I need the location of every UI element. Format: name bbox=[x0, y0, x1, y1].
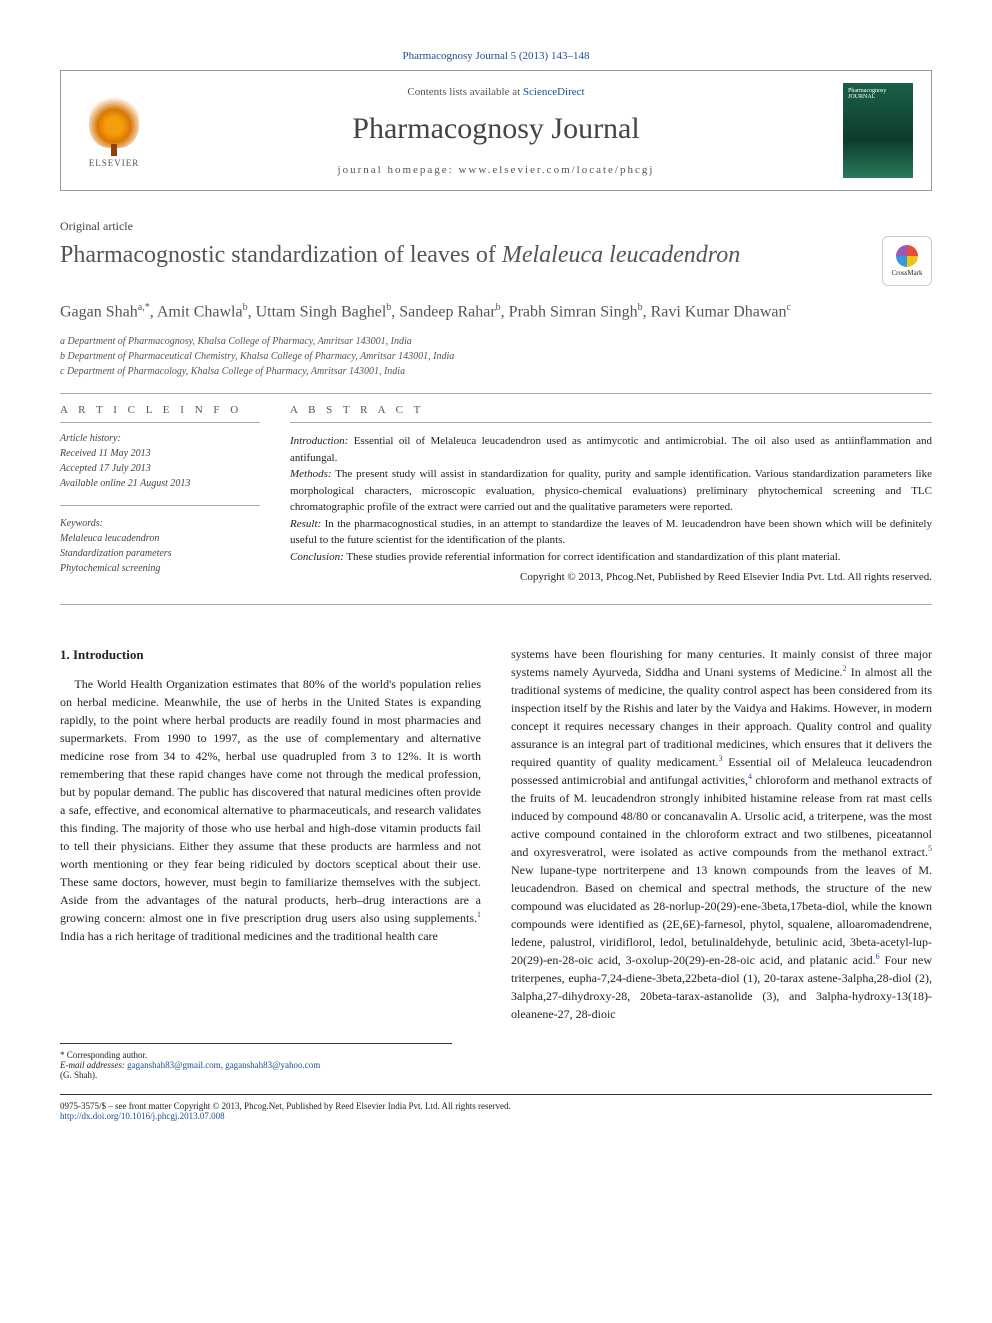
affiliation-a: a Department of Pharmacognosy, Khalsa Co… bbox=[60, 334, 932, 349]
crossmark-icon bbox=[896, 245, 918, 267]
accepted-date: Accepted 17 July 2013 bbox=[60, 461, 260, 476]
body-column-left: 1. Introduction The World Health Organiz… bbox=[60, 645, 481, 1023]
bottom-bar: 0975-3575/$ – see front matter Copyright… bbox=[60, 1094, 932, 1121]
author-6-aff: c bbox=[787, 302, 791, 313]
homepage-prefix: journal homepage: bbox=[338, 164, 459, 176]
title-species: Melaleuca leucadendron bbox=[502, 242, 740, 268]
crossmark-label: CrossMark bbox=[891, 269, 922, 277]
elsevier-tree-icon bbox=[89, 93, 139, 148]
intro-paragraph-1: The World Health Organization estimates … bbox=[60, 675, 481, 945]
corresponding-author: * Corresponding author. bbox=[60, 1050, 452, 1060]
history-label: Article history: bbox=[60, 431, 260, 446]
ref-1[interactable]: 1 bbox=[477, 910, 481, 919]
affiliation-c: c Department of Pharmacology, Khalsa Col… bbox=[60, 364, 932, 379]
keywords-label: Keywords: bbox=[60, 516, 260, 531]
p2e: New lupane-type nortriterpene and 13 kno… bbox=[511, 863, 932, 967]
abs-methods-label: Methods: bbox=[290, 468, 332, 480]
doi-link[interactable]: http://dx.doi.org/10.1016/j.phcgj.2013.0… bbox=[60, 1111, 225, 1121]
abstract-column: A B S T R A C T Introduction: Essential … bbox=[290, 404, 932, 590]
title-row: Pharmacognostic standardization of leave… bbox=[60, 240, 932, 286]
abs-methods: The present study will assist in standar… bbox=[290, 468, 932, 513]
abs-conclusion-label: Conclusion: bbox=[290, 551, 344, 563]
journal-cover-thumbnail[interactable]: Pharmacognosy JOURNAL bbox=[843, 83, 913, 178]
contents-prefix: Contents lists available at bbox=[407, 86, 522, 98]
abstract-text: Introduction: Essential oil of Melaleuca… bbox=[290, 433, 932, 565]
keyword-1: Melaleuca leucadendron bbox=[60, 531, 260, 546]
abs-result-label: Result: bbox=[290, 518, 321, 530]
sciencedirect-link[interactable]: ScienceDirect bbox=[523, 86, 585, 98]
received-date: Received 11 May 2013 bbox=[60, 446, 260, 461]
footnotes: * Corresponding author. E-mail addresses… bbox=[60, 1043, 452, 1080]
abs-result: In the pharmacognostical studies, in an … bbox=[290, 518, 932, 547]
header-center: Contents lists available at ScienceDirec… bbox=[169, 86, 823, 176]
p1-text: The World Health Organization estimates … bbox=[60, 677, 481, 925]
keyword-2: Standardization parameters bbox=[60, 546, 260, 561]
email-1[interactable]: gaganshah83@gmail.com bbox=[127, 1060, 221, 1070]
affiliations: a Department of Pharmacognosy, Khalsa Co… bbox=[60, 334, 932, 379]
article-history: Article history: Received 11 May 2013 Ac… bbox=[60, 431, 260, 491]
page-container: Pharmacognosy Journal 5 (2013) 143–148 E… bbox=[0, 0, 992, 1171]
author-6: , Ravi Kumar Dhawan bbox=[643, 303, 787, 320]
p1-tail: India has a rich heritage of traditional… bbox=[60, 929, 438, 943]
contents-line: Contents lists available at ScienceDirec… bbox=[169, 86, 823, 98]
info-abstract-row: A R T I C L E I N F O Article history: R… bbox=[60, 404, 932, 590]
abs-intro: Essential oil of Melaleuca leucadendron … bbox=[290, 435, 932, 464]
body-column-right: systems have been flourishing for many c… bbox=[511, 645, 932, 1023]
elsevier-label: ELSEVIER bbox=[89, 158, 140, 168]
intro-paragraph-2: systems have been flourishing for many c… bbox=[511, 645, 932, 1023]
title-plain: Pharmacognostic standardization of leave… bbox=[60, 242, 502, 268]
online-date: Available online 21 August 2013 bbox=[60, 476, 260, 491]
keyword-3: Phytochemical screening bbox=[60, 561, 260, 576]
article-info-column: A R T I C L E I N F O Article history: R… bbox=[60, 404, 260, 590]
divider-2 bbox=[60, 604, 932, 605]
body-columns: 1. Introduction The World Health Organiz… bbox=[60, 645, 932, 1023]
homepage-line: journal homepage: www.elsevier.com/locat… bbox=[169, 164, 823, 176]
journal-name: Pharmacognosy Journal bbox=[169, 112, 823, 146]
author-5: , Prabh Simran Singh bbox=[501, 303, 638, 320]
info-divider bbox=[60, 505, 260, 506]
author-4: , Sandeep Rahar bbox=[391, 303, 495, 320]
keywords-block: Keywords: Melaleuca leucadendron Standar… bbox=[60, 516, 260, 576]
author-list: Gagan Shaha,*, Amit Chawlab, Uttam Singh… bbox=[60, 300, 932, 324]
citation-line: Pharmacognosy Journal 5 (2013) 143–148 bbox=[60, 50, 932, 62]
ref-5[interactable]: 5 bbox=[928, 844, 932, 853]
email-line: E-mail addresses: gaganshah83@gmail.com,… bbox=[60, 1060, 452, 1070]
homepage-url[interactable]: www.elsevier.com/locate/phcgj bbox=[458, 164, 654, 176]
crossmark-badge[interactable]: CrossMark bbox=[882, 236, 932, 286]
article-info-heading: A R T I C L E I N F O bbox=[60, 404, 260, 423]
divider bbox=[60, 393, 932, 394]
email-2[interactable]: gaganshah83@yahoo.com bbox=[225, 1060, 320, 1070]
author-3: , Uttam Singh Baghel bbox=[248, 303, 387, 320]
author-1: Gagan Shah bbox=[60, 303, 138, 320]
abs-intro-label: Introduction: bbox=[290, 435, 348, 447]
journal-header: ELSEVIER Contents lists available at Sci… bbox=[60, 70, 932, 191]
author-2: , Amit Chawla bbox=[150, 303, 243, 320]
issn-line: 0975-3575/$ – see front matter Copyright… bbox=[60, 1101, 932, 1111]
article-title: Pharmacognostic standardization of leave… bbox=[60, 240, 866, 271]
section-1-heading: 1. Introduction bbox=[60, 645, 481, 665]
email-label: E-mail addresses: bbox=[60, 1060, 125, 1070]
elsevier-logo[interactable]: ELSEVIER bbox=[79, 91, 149, 171]
cover-label: Pharmacognosy JOURNAL bbox=[848, 88, 913, 100]
footnote-name: (G. Shah). bbox=[60, 1070, 452, 1080]
abstract-copyright: Copyright © 2013, Phcog.Net, Published b… bbox=[290, 571, 932, 583]
abs-conclusion: These studies provide referential inform… bbox=[344, 551, 841, 563]
abstract-heading: A B S T R A C T bbox=[290, 404, 932, 423]
affiliation-b: b Department of Pharmaceutical Chemistry… bbox=[60, 349, 932, 364]
article-type: Original article bbox=[60, 219, 932, 234]
author-1-aff: a,* bbox=[138, 302, 150, 313]
